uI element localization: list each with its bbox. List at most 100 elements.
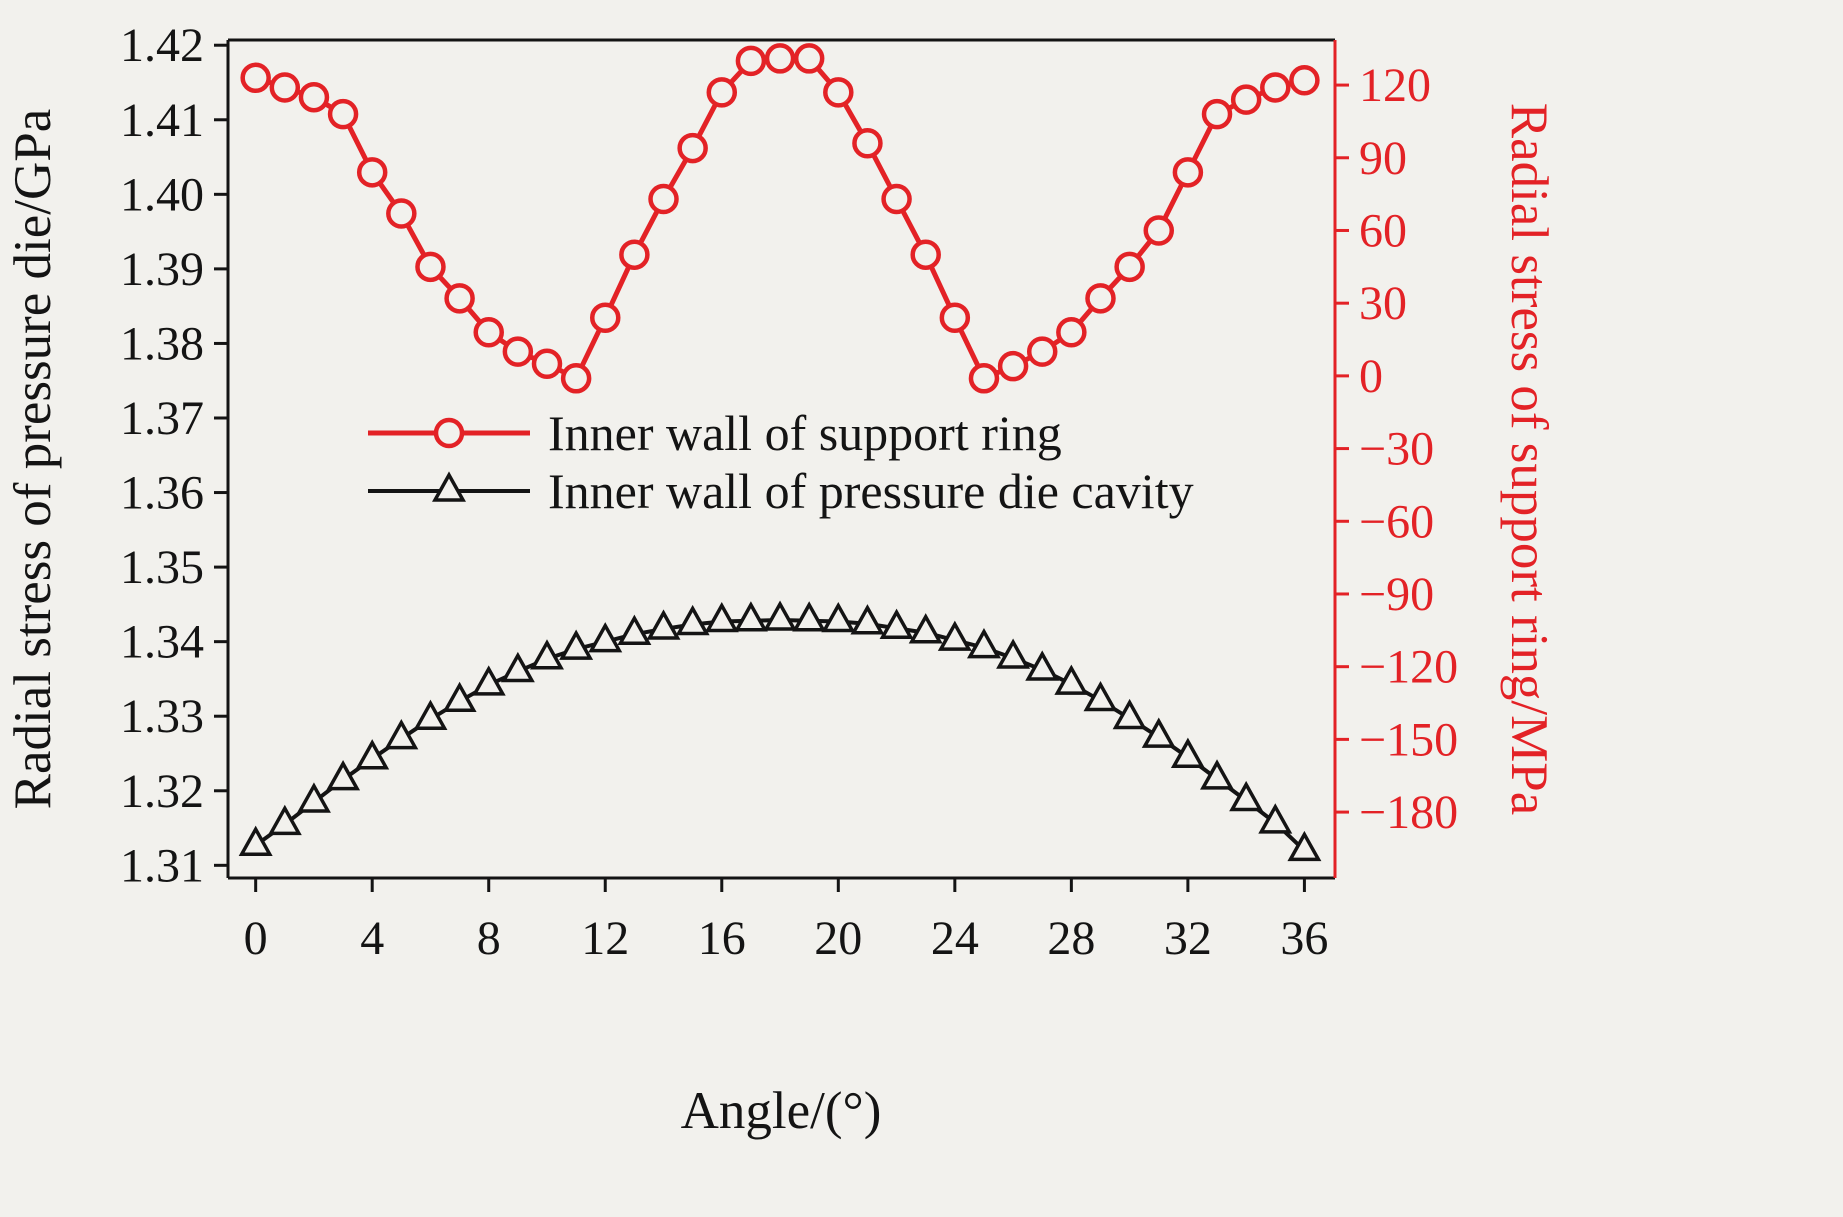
series-line-1 [254, 618, 1306, 852]
marker-circle [444, 283, 475, 314]
x-tick-label: 24 [931, 912, 979, 965]
marker-circle [531, 348, 563, 380]
left-axis-title: Radial stress of pressure die/GPa [4, 109, 62, 810]
x-tick-label: 4 [360, 912, 384, 965]
marker-circle [823, 77, 854, 108]
marker-triangle [1025, 650, 1060, 681]
left-tick-label: 1.39 [120, 243, 204, 296]
marker-circle [881, 183, 912, 215]
marker-triangle [1200, 759, 1235, 790]
marker-triangle [588, 622, 623, 653]
marker-circle [910, 239, 941, 270]
x-tick-label: 20 [814, 912, 862, 965]
marker-triangle [821, 601, 856, 633]
marker-triangle [646, 609, 681, 640]
marker-triangle [267, 804, 302, 836]
marker-circle [1260, 72, 1291, 103]
left-tick-label: 1.42 [120, 19, 204, 72]
marker-circle [269, 72, 301, 103]
marker-triangle [879, 608, 914, 639]
left-tick-label: 1.34 [120, 616, 204, 669]
marker-triangle [937, 620, 972, 651]
marker-triangle [763, 600, 798, 631]
left-tick-label: 1.37 [120, 392, 204, 445]
marker-triangle [355, 739, 390, 770]
marker-triangle [500, 651, 535, 683]
marker-triangle [1287, 830, 1322, 862]
marker-triangle [850, 604, 885, 635]
marker-circle [706, 77, 738, 108]
legend-label: Inner wall of pressure die cavity [548, 463, 1194, 519]
marker-triangle [1170, 737, 1205, 768]
marker-triangle [617, 614, 652, 645]
right-tick-label: 90 [1359, 132, 1407, 185]
marker-triangle [1083, 680, 1118, 712]
left-tick-label: 1.31 [120, 839, 204, 892]
marker-triangle [1112, 698, 1147, 730]
marker-triangle [442, 681, 477, 713]
marker-triangle [1141, 717, 1176, 748]
x-axis-title: Angle/(°) [681, 1082, 882, 1140]
left-tick-label: 1.38 [120, 317, 204, 370]
marker-circle [997, 350, 1029, 382]
data-series [238, 43, 1322, 862]
x-tick-label: 8 [477, 912, 501, 965]
right-axis-title: Radial stress of support ring/MPa [1500, 103, 1558, 816]
right-tick-label: −120 [1359, 641, 1458, 694]
marker-triangle [471, 665, 506, 696]
marker-circle [648, 183, 679, 215]
marker-triangle [675, 604, 710, 636]
right-tick-label: −150 [1359, 713, 1458, 766]
x-tick-label: 0 [244, 912, 268, 965]
marker-triangle [413, 699, 448, 730]
x-tick-label: 16 [698, 912, 746, 965]
right-tick-label: 30 [1359, 277, 1407, 330]
left-tick-label: 1.36 [120, 467, 204, 520]
marker-triangle [704, 601, 739, 633]
marker-circle [1289, 64, 1320, 96]
right-tick-label: −180 [1359, 786, 1458, 839]
marker-circle [1172, 157, 1204, 188]
marker-circle [298, 81, 330, 113]
marker-triangle [1229, 780, 1264, 812]
marker-circle [560, 363, 592, 394]
left-tick-label: 1.41 [120, 94, 204, 147]
left-tick-label: 1.33 [120, 690, 204, 743]
marker-circle [473, 317, 504, 348]
left-tick-label: 1.35 [120, 541, 204, 594]
x-tick-label: 12 [581, 912, 629, 965]
left-tick-label: 1.32 [120, 765, 204, 818]
marker-triangle [792, 601, 827, 632]
marker-triangle [326, 760, 361, 791]
marker-triangle [384, 719, 419, 750]
marker-circle [852, 127, 883, 159]
right-tick-label: 0 [1359, 350, 1383, 403]
marker-triangle [733, 601, 768, 632]
marker-circle [764, 43, 796, 74]
x-tick-label: 32 [1164, 912, 1212, 965]
marker-triangle [238, 825, 273, 856]
marker-triangle [559, 629, 594, 660]
marker-circle [327, 98, 359, 130]
left-tick-label: 1.40 [120, 168, 204, 221]
marker-circle [502, 336, 534, 367]
marker-triangle [996, 638, 1031, 669]
legend-marker-circle [433, 417, 465, 449]
marker-circle [1085, 283, 1116, 314]
marker-circle [619, 239, 650, 270]
marker-circle [1201, 98, 1233, 130]
marker-circle [968, 363, 1000, 394]
right-tick-label: −60 [1359, 495, 1434, 548]
marker-triangle [1258, 803, 1293, 834]
right-tick-label: 60 [1359, 204, 1407, 257]
marker-triangle [966, 628, 1001, 659]
x-tick-label: 36 [1280, 912, 1328, 965]
marker-circle [356, 157, 388, 188]
marker-circle [735, 45, 767, 77]
marker-circle [240, 62, 271, 94]
legend-label: Inner wall of support ring [548, 405, 1062, 461]
marker-circle [1143, 215, 1175, 246]
marker-circle [1056, 317, 1087, 348]
